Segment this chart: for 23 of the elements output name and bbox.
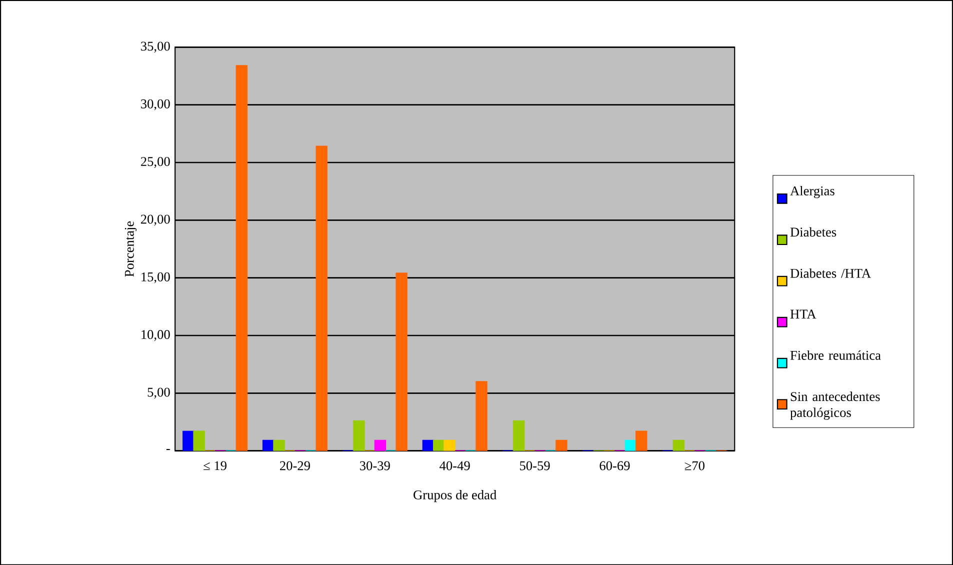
x-tick-label: 30-39 (360, 461, 390, 470)
legend-label: Diabetes (790, 227, 836, 236)
y-axis-title: Porcentaje (124, 221, 137, 277)
y-tick-label: 5,00 (148, 388, 170, 398)
legend-label: HTA (790, 310, 816, 318)
y-tick-label: 20,00 (140, 214, 170, 226)
y-tick-label: 30,00 (141, 99, 170, 110)
y-tick-label: 35,00 (141, 42, 170, 52)
x-axis-title: Grupos de edad (414, 490, 496, 502)
x-tick-label: 60-69 (600, 461, 630, 470)
y-tick-label: 25,00 (140, 156, 170, 168)
x-tick-label: 50-59 (520, 461, 550, 470)
y-tick-label: - (166, 448, 170, 450)
y-tick-label: 15,00 (142, 272, 170, 284)
x-tick-label: 40-49 (440, 461, 470, 470)
legend-label: Diabetes /HTA (790, 268, 871, 278)
legend-label: Alergias (790, 186, 834, 198)
x-tick-label: ≥70 (684, 461, 704, 470)
x-tick-label: 20-29 (280, 461, 310, 470)
y-tick-label: 10,00 (142, 330, 170, 341)
x-tick-label: ≤ 19 (204, 461, 226, 470)
legend-label: Sin antecedentes patológicos (790, 392, 880, 420)
legend-label: Fiebre reumática (790, 350, 881, 360)
